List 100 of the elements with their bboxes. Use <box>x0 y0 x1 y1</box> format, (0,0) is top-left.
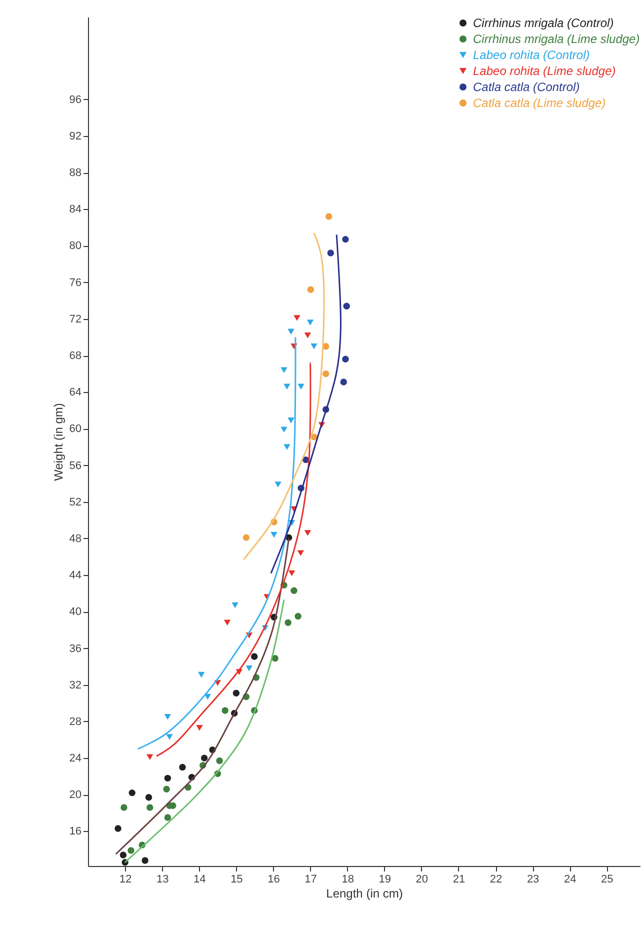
point <box>288 570 296 576</box>
legend-label: Catla catla (Control) <box>473 80 580 94</box>
point <box>280 367 288 374</box>
x-tick-label: 23 <box>526 874 540 886</box>
point <box>288 328 294 335</box>
point <box>280 426 288 433</box>
y-tick-label: 68 <box>69 350 82 362</box>
point <box>310 343 318 350</box>
point <box>297 550 304 556</box>
x-tick-label: 14 <box>194 874 206 886</box>
point <box>163 786 170 792</box>
point <box>200 754 208 762</box>
point <box>232 602 238 608</box>
x-tick-label: 12 <box>119 874 132 886</box>
y-axis-title: Weight (in gm) <box>51 403 66 481</box>
y-tick-label: 84 <box>69 204 82 216</box>
y-tick-label: 64 <box>69 386 82 399</box>
line-series <box>156 362 312 757</box>
point <box>272 654 278 662</box>
y-tick-label: 88 <box>69 167 82 180</box>
point <box>145 794 152 801</box>
point <box>288 418 294 424</box>
point <box>327 250 334 256</box>
point <box>242 534 250 541</box>
point <box>216 757 223 764</box>
x-tick-label: 15 <box>230 874 243 886</box>
y-tick-label: 80 <box>69 240 82 252</box>
line-series <box>270 234 342 574</box>
point <box>340 378 347 386</box>
y-tick-label: 48 <box>69 532 82 545</box>
point <box>284 619 292 626</box>
y-tick-label: 44 <box>69 570 82 582</box>
point <box>294 612 302 620</box>
legend-label: Catla catla (Lime sludge) <box>473 96 606 110</box>
legend-label: Labeo rohita (Control) <box>473 48 590 62</box>
point <box>306 320 314 326</box>
point <box>298 384 304 390</box>
point <box>222 707 228 714</box>
y-tick-label: 32 <box>69 679 82 692</box>
point <box>284 384 290 390</box>
point <box>166 734 173 740</box>
y-tick-label: 60 <box>69 423 82 436</box>
x-tick-label: 21 <box>452 874 466 886</box>
legend-label: Cirrhinus mrigala (Control) <box>473 16 614 30</box>
point <box>120 852 127 858</box>
y-tick-label: 36 <box>69 642 82 655</box>
point <box>274 482 282 488</box>
point <box>142 857 148 864</box>
x-tick-label: 20 <box>416 874 428 886</box>
y-tick-label: 20 <box>69 789 82 802</box>
point <box>294 315 300 321</box>
point <box>164 814 172 821</box>
line-series <box>242 232 325 560</box>
y-tick-label: 16 <box>69 826 82 838</box>
point <box>342 356 349 363</box>
y-tick-label: 56 <box>69 460 82 472</box>
y-tick-label: 92 <box>69 130 82 142</box>
point <box>342 236 349 243</box>
y-tick-label: 52 <box>69 496 82 508</box>
x-tick-label: 18 <box>342 874 354 886</box>
x-axis-title: Length (in cm) <box>326 886 403 900</box>
point <box>224 620 231 626</box>
point <box>232 690 240 696</box>
y-tick-label: 96 <box>69 94 82 106</box>
point <box>343 302 350 310</box>
x-tick-label: 24 <box>564 874 576 886</box>
y-tick-label: 28 <box>69 716 82 728</box>
y-tick-label: 24 <box>69 752 82 765</box>
x-tick-label: 19 <box>378 874 391 886</box>
point <box>304 332 312 338</box>
point <box>120 804 128 811</box>
point <box>290 587 298 594</box>
x-tick-label: 17 <box>304 874 317 886</box>
point <box>128 847 134 854</box>
x-tick-label: 25 <box>601 874 614 886</box>
point <box>322 370 330 378</box>
y-tick-label: 40 <box>69 606 82 618</box>
point <box>198 672 205 678</box>
point <box>270 532 278 538</box>
point <box>128 789 136 796</box>
x-tick-label: 22 <box>490 874 502 886</box>
point <box>179 764 186 771</box>
point <box>284 444 290 450</box>
point <box>164 714 172 720</box>
point <box>164 774 172 782</box>
point <box>114 825 122 832</box>
legend-label: Labeo rohita (Lime sludge) <box>473 64 616 78</box>
point <box>146 754 154 760</box>
y-tick-label: 76 <box>69 276 82 289</box>
point <box>146 804 154 811</box>
y-tick-label: 72 <box>69 313 82 326</box>
point <box>325 213 332 220</box>
point <box>246 665 253 672</box>
point <box>196 724 203 731</box>
point <box>250 653 258 660</box>
x-tick-label: 16 <box>268 874 280 886</box>
legend-label: Cirrhinus mrigala (Lime sludge) <box>473 32 640 46</box>
point <box>304 530 312 536</box>
point <box>307 286 314 293</box>
x-tick-label: 13 <box>156 874 169 886</box>
